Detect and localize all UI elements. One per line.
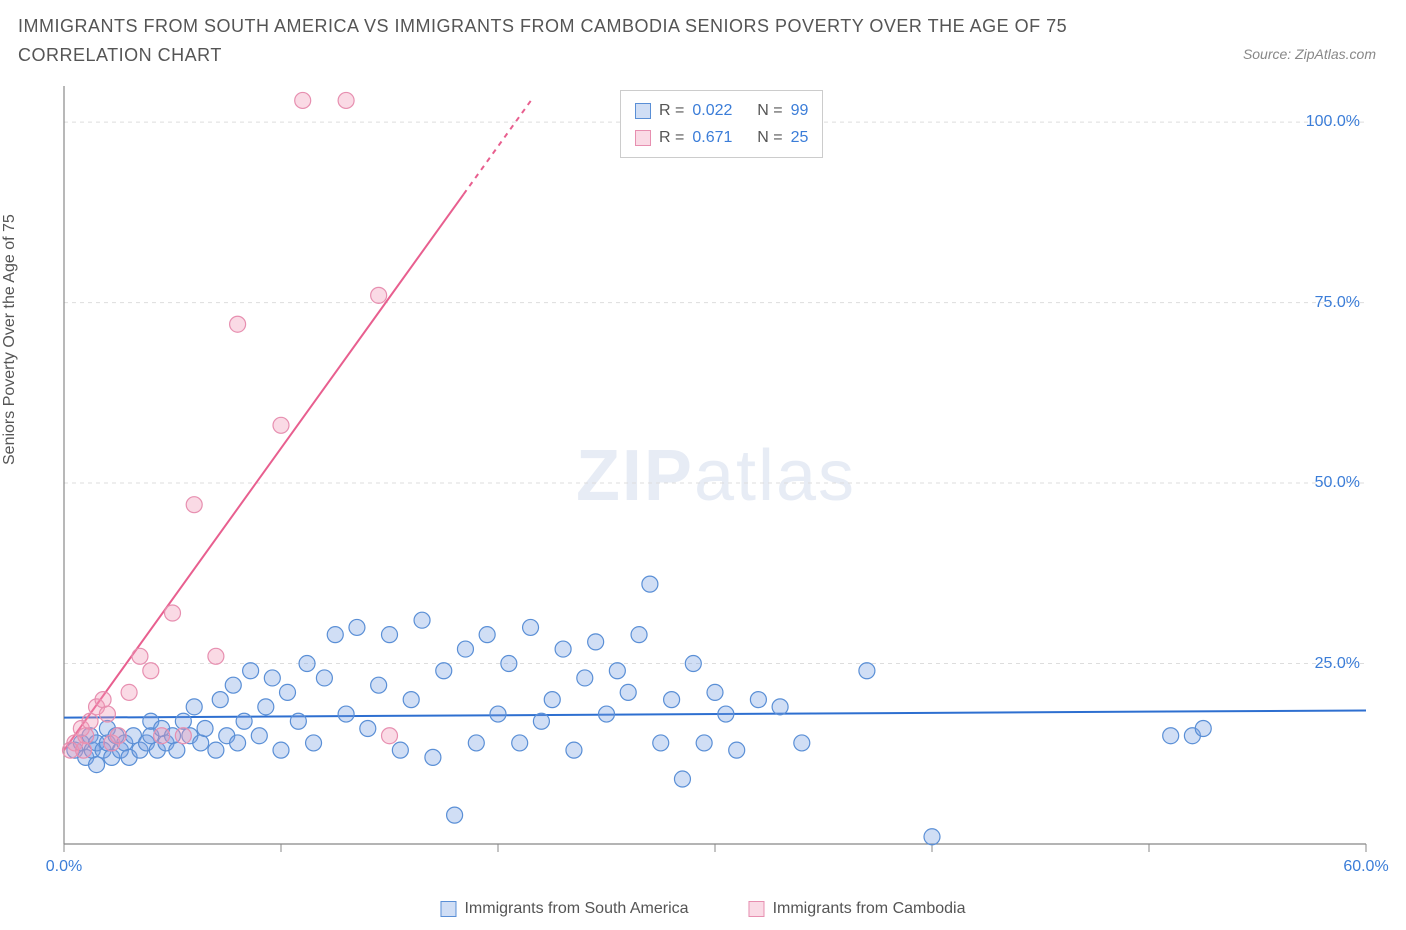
x-tick-label: 0.0% [46, 858, 82, 876]
legend-swatch [635, 130, 651, 146]
stat-n-label: N = [757, 97, 782, 124]
stat-r-label: R = [659, 124, 684, 151]
x-tick-label: 60.0% [1343, 858, 1388, 876]
stats-row: R = 0.671 N = 25 [635, 124, 808, 151]
chart-area: ZIPatlas [56, 86, 1376, 866]
legend-label: Immigrants from South America [464, 900, 688, 918]
stat-n-label: N = [757, 124, 782, 151]
stat-n-value: 25 [791, 124, 809, 151]
legend-item: Immigrants from South America [440, 900, 688, 918]
stats-row: R = 0.022 N = 99 [635, 97, 808, 124]
legend-swatch [440, 901, 456, 917]
legend: Immigrants from South America Immigrants … [440, 900, 965, 918]
stat-n-value: 99 [791, 97, 809, 124]
legend-swatch [635, 103, 651, 119]
y-axis-label: Seniors Poverty Over the Age of 75 [1, 214, 19, 465]
y-tick-label: 25.0% [1315, 655, 1360, 673]
stat-r-value: 0.671 [692, 124, 732, 151]
legend-item: Immigrants from Cambodia [749, 900, 966, 918]
scatter-plot [56, 86, 1376, 866]
stat-r-value: 0.022 [692, 97, 732, 124]
stat-r-label: R = [659, 97, 684, 124]
legend-swatch [749, 901, 765, 917]
source-label: Source: ZipAtlas.com [1243, 46, 1376, 62]
y-tick-label: 50.0% [1315, 474, 1360, 492]
stats-box: R = 0.022 N = 99 R = 0.671 N = 25 [620, 90, 823, 158]
legend-label: Immigrants from Cambodia [773, 900, 966, 918]
chart-title: IMMIGRANTS FROM SOUTH AMERICA VS IMMIGRA… [18, 12, 1118, 70]
y-tick-label: 75.0% [1315, 294, 1360, 312]
y-tick-label: 100.0% [1306, 113, 1360, 131]
